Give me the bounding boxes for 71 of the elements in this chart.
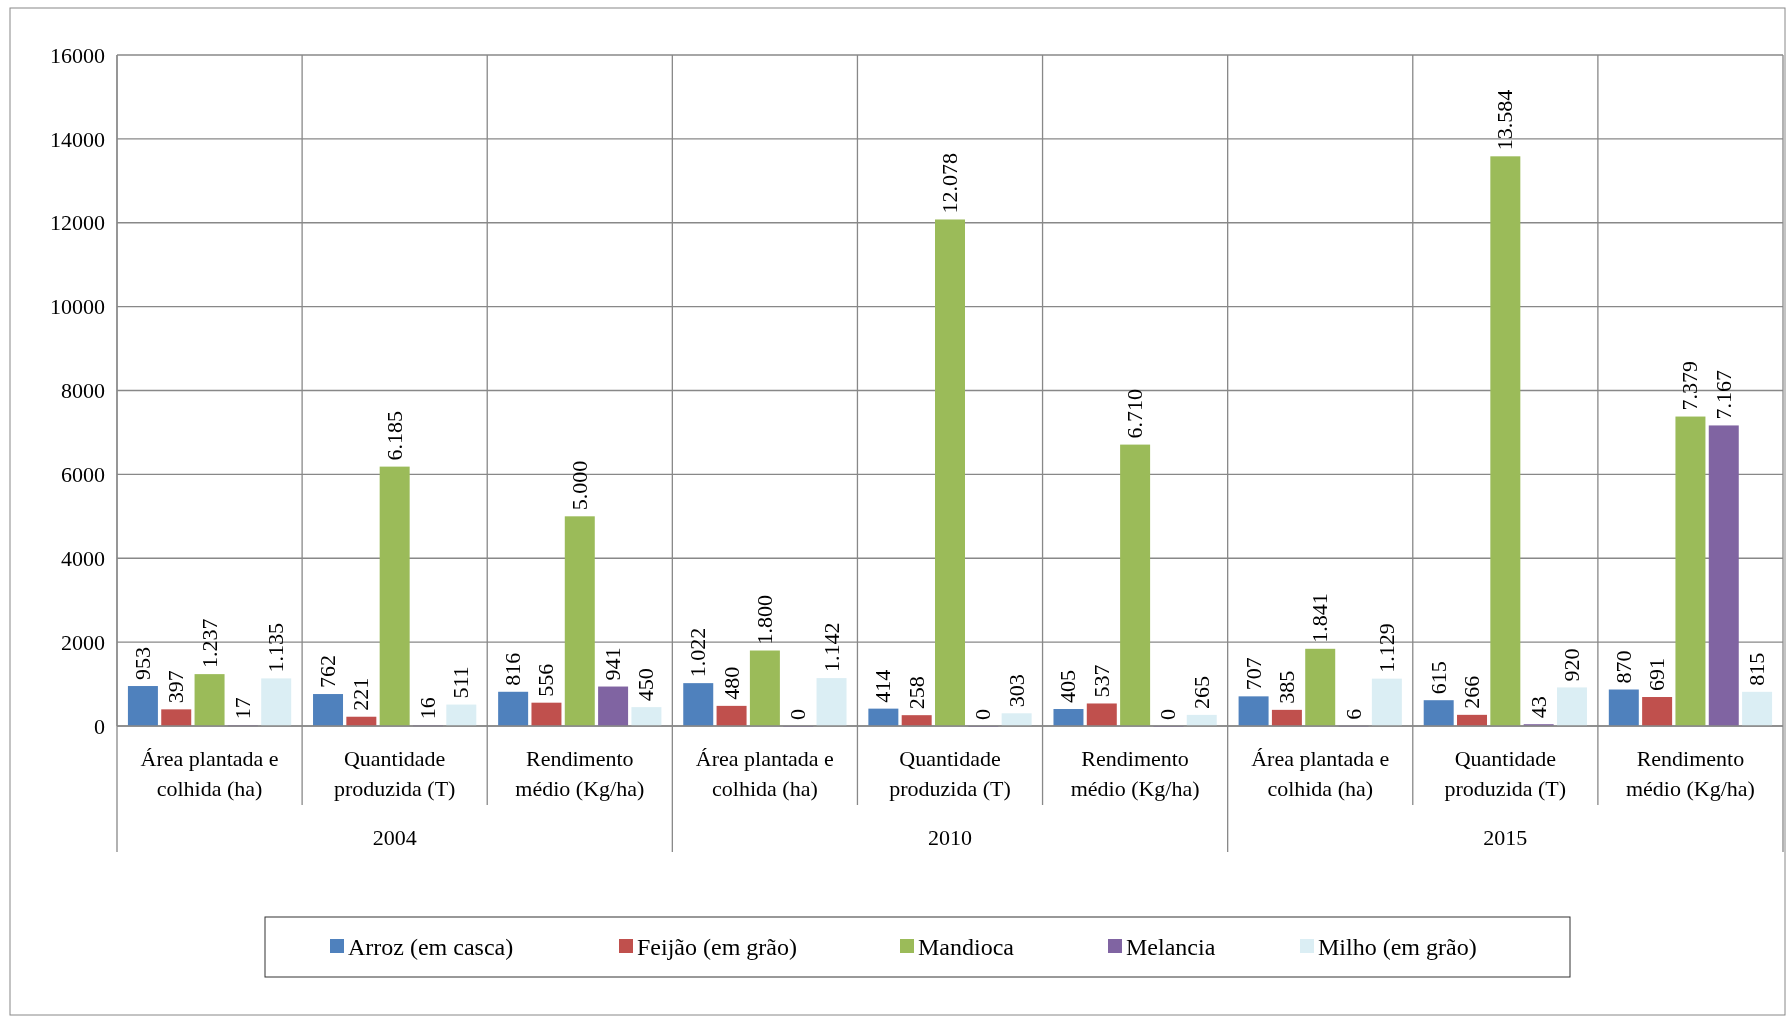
legend-label: Melancia bbox=[1126, 934, 1216, 961]
x-tick-label: Rendimento médio (Kg/ha) bbox=[515, 746, 645, 801]
y-tick-label: 14000 bbox=[50, 126, 105, 152]
data-label: 450 bbox=[633, 668, 659, 702]
data-label: 43 bbox=[1525, 696, 1551, 719]
data-label: 870 bbox=[1610, 650, 1636, 684]
legend-label: Mandioca bbox=[918, 934, 1015, 961]
data-label: 920 bbox=[1558, 648, 1584, 682]
data-label: 265 bbox=[1188, 675, 1214, 709]
x-tick-label: Área plantada e colhida (ha) bbox=[1251, 746, 1390, 801]
data-label: 1.022 bbox=[685, 627, 711, 678]
x-tick-label: Área plantada e colhida (ha) bbox=[140, 746, 279, 801]
data-label: 266 bbox=[1459, 675, 1485, 709]
legend-label: Feijão (em grão) bbox=[637, 934, 797, 961]
data-label: 0 bbox=[1155, 709, 1181, 720]
data-label: 941 bbox=[600, 647, 626, 681]
data-label: 13.584 bbox=[1492, 89, 1518, 151]
y-tick-label: 8000 bbox=[61, 378, 105, 404]
y-tick-label: 10000 bbox=[50, 294, 105, 320]
data-label: 691 bbox=[1644, 658, 1670, 692]
y-tick-label: 0 bbox=[94, 713, 105, 739]
data-label: 7.379 bbox=[1677, 361, 1703, 411]
data-label: 953 bbox=[129, 647, 155, 681]
y-tick-label: 12000 bbox=[50, 210, 105, 236]
text: 2010 bbox=[928, 825, 972, 850]
text: 2004 bbox=[372, 825, 417, 850]
data-label: 258 bbox=[903, 676, 929, 710]
data-label: 1.841 bbox=[1307, 593, 1333, 643]
x-tick-label: Quantidade produzida (T) bbox=[889, 746, 1011, 801]
data-label: 303 bbox=[1003, 674, 1029, 708]
data-label: 17 bbox=[229, 697, 255, 720]
x-tick-label: Quantidade produzida (T) bbox=[333, 746, 456, 801]
y-tick-label: 6000 bbox=[61, 462, 105, 488]
y-tick-label: 2000 bbox=[61, 629, 105, 655]
x-tick-label: Rendimento médio (Kg/ha) bbox=[1070, 746, 1200, 801]
data-label: 1.135 bbox=[263, 622, 289, 673]
data-label: 397 bbox=[163, 670, 189, 704]
data-label: 12.078 bbox=[937, 152, 962, 214]
legend-label: Arroz (em casca) bbox=[348, 934, 514, 961]
legend-label: Milho (em grão) bbox=[1318, 934, 1477, 961]
data-label: 7.167 bbox=[1710, 369, 1736, 420]
data-label: 816 bbox=[500, 652, 526, 686]
data-label: 221 bbox=[348, 677, 374, 711]
data-label: 511 bbox=[448, 666, 474, 699]
data-label: 815 bbox=[1744, 652, 1770, 686]
data-label: 0 bbox=[970, 709, 996, 720]
data-label: 16 bbox=[414, 697, 440, 720]
data-label: 556 bbox=[533, 663, 559, 697]
y-tick-label: 4000 bbox=[61, 545, 105, 571]
data-label: 385 bbox=[1273, 670, 1299, 704]
data-label: 1.237 bbox=[196, 618, 222, 669]
data-label: 1.142 bbox=[818, 622, 844, 673]
data-label: 762 bbox=[315, 655, 341, 689]
data-label: 1.800 bbox=[751, 595, 777, 645]
data-label: 615 bbox=[1425, 661, 1451, 695]
data-label: 414 bbox=[870, 669, 896, 703]
data-label: 5.000 bbox=[566, 460, 592, 511]
data-label: 6 bbox=[1340, 708, 1366, 720]
data-label: 0 bbox=[785, 709, 811, 720]
data-label: 405 bbox=[1055, 670, 1081, 704]
data-label: 6.185 bbox=[381, 411, 407, 461]
y-tick-label: 16000 bbox=[50, 42, 105, 68]
data-label: 1.129 bbox=[1373, 623, 1399, 673]
x-tick-label: Rendimento médio (Kg/ha) bbox=[1625, 746, 1755, 801]
data-label: 480 bbox=[718, 666, 744, 700]
x-tick-label: Quantidade produzida (T) bbox=[1444, 746, 1567, 801]
x-tick-label: Área plantada e colhida (ha) bbox=[695, 746, 834, 801]
text: 2015 bbox=[1483, 825, 1528, 850]
data-label: 6.710 bbox=[1122, 389, 1148, 439]
data-label: 537 bbox=[1088, 664, 1114, 698]
data-label: 707 bbox=[1240, 657, 1266, 691]
